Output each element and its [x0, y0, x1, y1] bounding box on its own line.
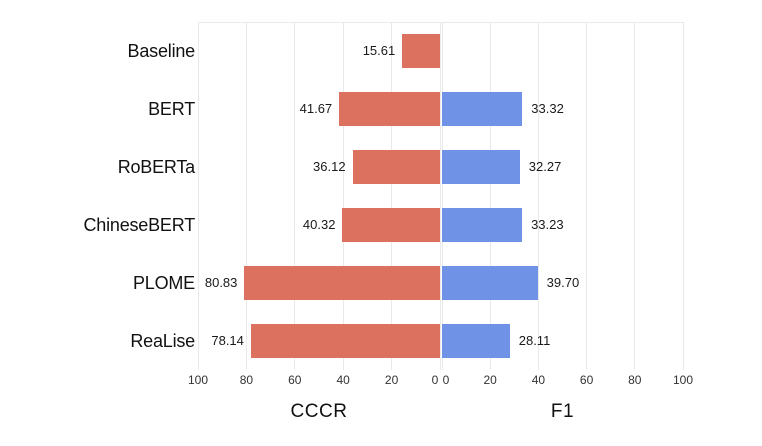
value-label-cccr: 15.61 [362, 43, 396, 58]
value-label-cccr: 78.14 [211, 333, 244, 348]
gridline [682, 22, 684, 370]
gridline [441, 22, 443, 370]
bar-cccr-roberta [352, 150, 440, 184]
x-axis-title-cccr: CCCR [290, 401, 348, 422]
tick-label: 100 [672, 373, 694, 387]
tick-label: 0 [431, 373, 439, 387]
value-label-f1: 39.70 [546, 275, 580, 290]
value-label-cccr: 80.83 [204, 275, 238, 290]
value-label-f1: 33.32 [531, 101, 564, 116]
value-label-f1: 32.27 [528, 159, 562, 174]
category-label-chinesebert: ChineseBERT [83, 215, 195, 235]
category-label-baseline: Baseline [127, 41, 196, 61]
value-label-cccr: 41.67 [299, 101, 333, 116]
plot-top-border [198, 22, 683, 23]
value-label-cccr: 40.32 [302, 217, 336, 232]
gridline [245, 22, 247, 370]
value-label-f1: 33.23 [531, 217, 564, 232]
category-label-realise: ReaLise [130, 331, 195, 351]
tick-label: 80 [628, 373, 642, 387]
x-axis-title-f1: F1 [550, 401, 575, 422]
gridline [634, 22, 636, 370]
tick-label: 20 [384, 373, 399, 387]
tick-label: 20 [483, 373, 497, 387]
category-label-bert: BERT [148, 99, 195, 119]
tick-label: 60 [288, 373, 302, 387]
tick-label: 40 [531, 373, 546, 387]
category-label-plome: PLOME [132, 273, 195, 293]
bar-f1-chinesebert [442, 208, 523, 242]
bar-f1-bert [442, 92, 523, 126]
value-label-f1: 28.11 [518, 333, 551, 348]
bar-cccr-chinesebert [342, 208, 440, 242]
tick-label: 80 [239, 373, 254, 387]
plot-area-cccr: 15.61 41.67 36.12 40.32 80.83 78.14 [197, 22, 441, 370]
gridline [294, 22, 296, 370]
gridline [391, 22, 393, 370]
gridline [489, 22, 491, 370]
gridline [439, 22, 441, 370]
bar-f1-plome [442, 266, 538, 300]
tick-label: 100 [187, 373, 209, 387]
tick-label: 0 [442, 373, 450, 387]
category-label-roberta: RoBERTa [117, 157, 196, 177]
bar-f1-realise [442, 324, 510, 358]
gridline [197, 22, 199, 370]
gridline [342, 22, 344, 370]
bar-cccr-baseline [402, 34, 440, 68]
bar-cccr-realise [250, 324, 440, 358]
tick-label: 60 [579, 373, 594, 387]
plot-area-f1: 33.32 32.27 33.23 39.70 28.11 [441, 22, 684, 370]
value-label-cccr: 36.12 [313, 159, 346, 174]
tick-label: 40 [336, 373, 350, 387]
bar-f1-roberta [442, 150, 520, 184]
bar-cccr-bert [339, 92, 440, 126]
bar-cccr-plome [244, 266, 440, 300]
gridline [586, 22, 588, 370]
gridline [537, 22, 539, 370]
